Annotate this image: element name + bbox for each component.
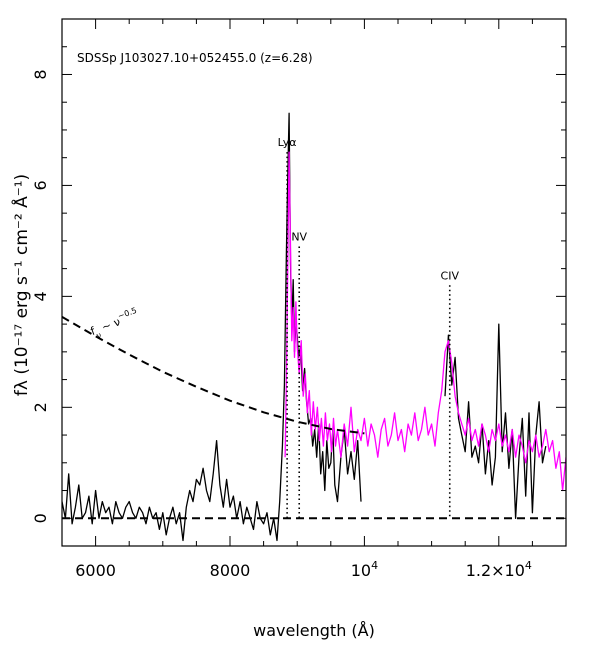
x-tick-label: 8000 <box>210 561 251 580</box>
powerlaw-label-base: f <box>89 324 98 338</box>
x-tick-label: 1.2×104 <box>466 559 532 580</box>
chart-title: SDSSp J103027.10+052455.0 (z=6.28) <box>77 51 313 65</box>
y-tick-label: 6 <box>31 180 50 190</box>
marker-nv-label: NV <box>291 230 307 243</box>
powerlaw-continuum-line <box>62 316 365 435</box>
marker-civ-label: CIV <box>441 269 460 282</box>
plot-frame <box>61 18 567 547</box>
y-axis-label: fλ (10⁻¹⁷ erg s⁻¹ cm⁻² Å⁻¹) <box>10 174 32 396</box>
x-tick-label: 104 <box>351 559 378 580</box>
x-tick-label-exp: 4 <box>371 559 378 572</box>
x-tick-label-base: 1.2×10 <box>466 561 525 580</box>
y-tick-label: 2 <box>31 402 50 412</box>
infrared-spectrum-line <box>284 151 566 492</box>
series-group <box>62 112 566 542</box>
x-tick-label: 6000 <box>75 561 116 580</box>
marker-ly-label: Lyα <box>278 136 297 149</box>
powerlaw-label-sub: ν <box>95 330 103 340</box>
x-tick-label-exp: 4 <box>525 559 532 572</box>
y-tick-label: 4 <box>31 291 50 301</box>
x-axis-label: wavelength (Å) <box>253 621 375 640</box>
x-tick-label-base: 10 <box>351 561 371 580</box>
y-tick-label: 0 <box>31 513 50 523</box>
optical-spectrum-line <box>62 112 547 542</box>
y-tick-label: 8 <box>31 69 50 79</box>
